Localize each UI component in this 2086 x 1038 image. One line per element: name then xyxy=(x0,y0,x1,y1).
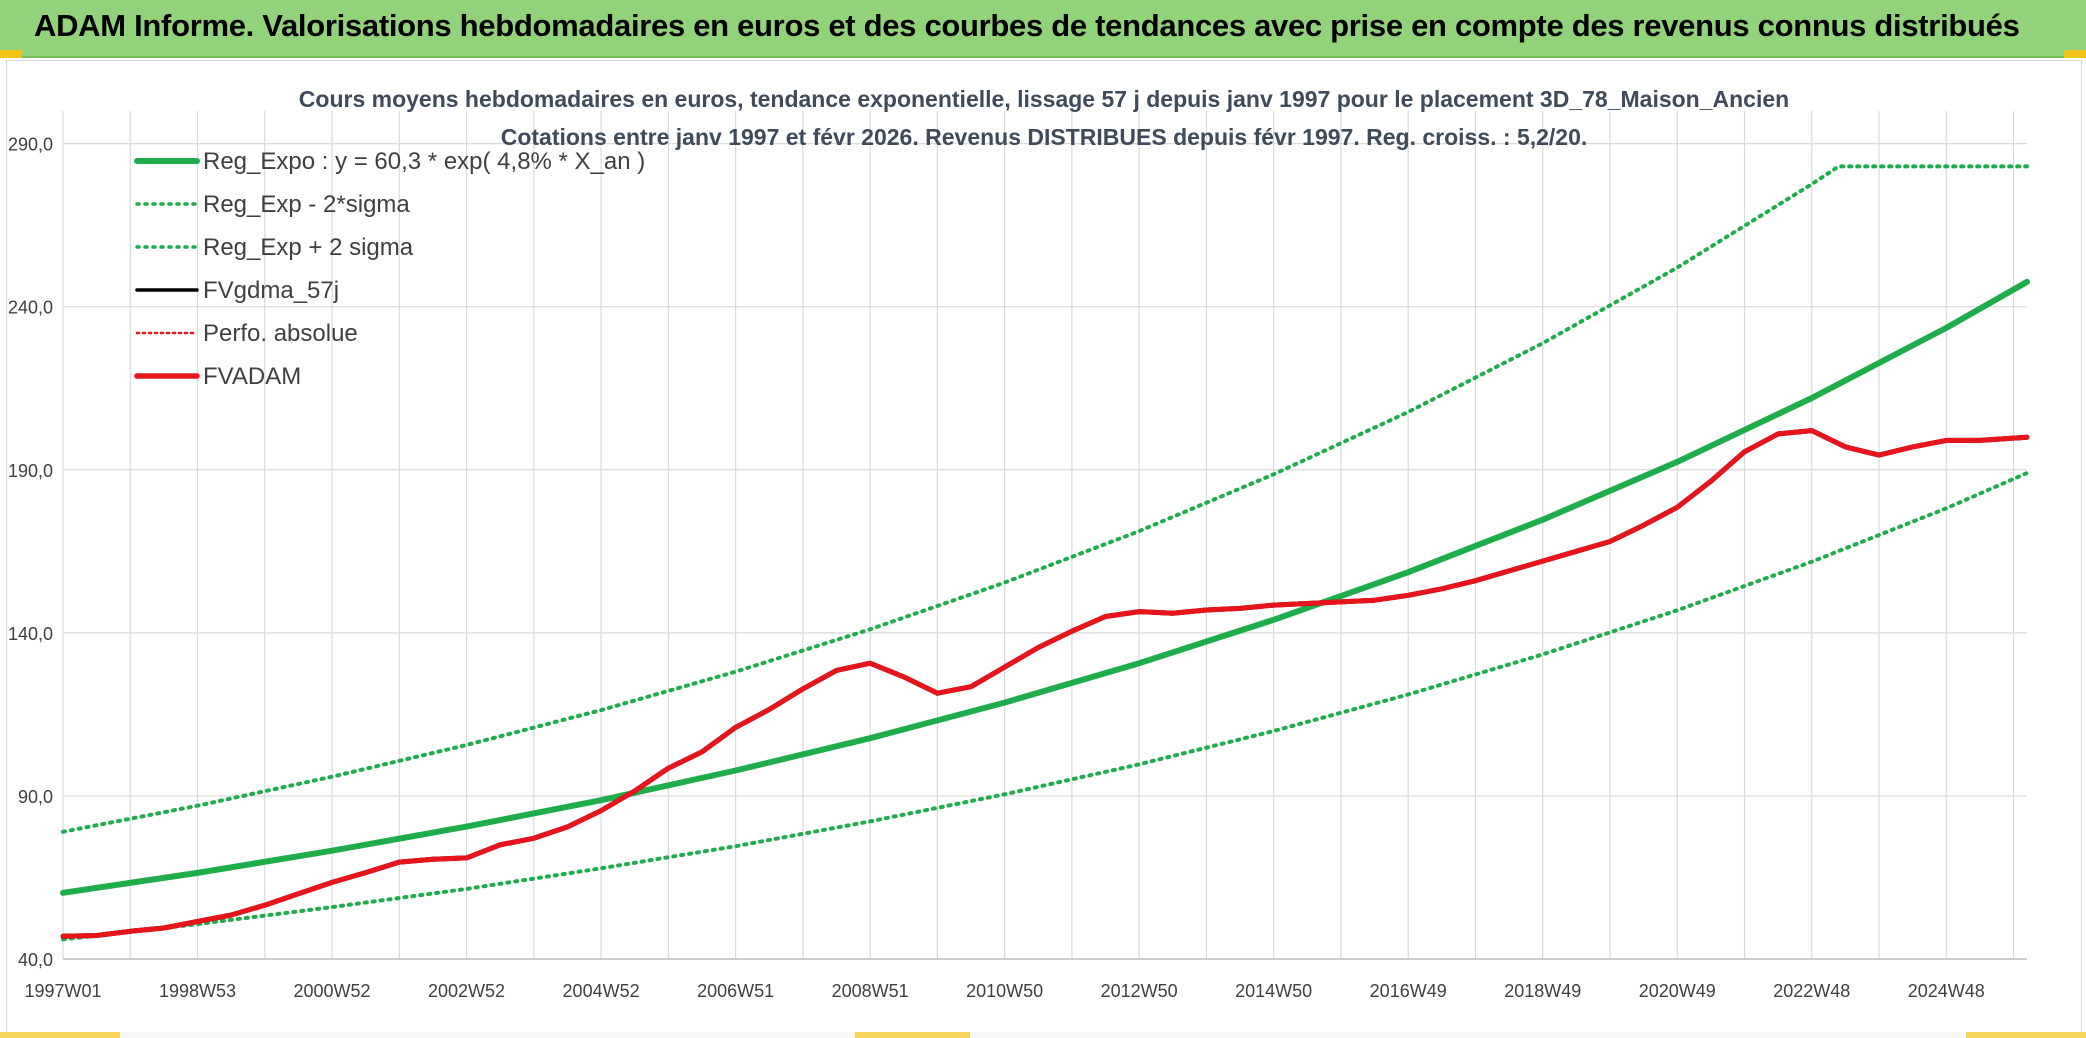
chart-legend: Reg_Expo : y = 60,3 * exp( 4,8% * X_an )… xyxy=(134,148,645,390)
x-tick-label: 2016W49 xyxy=(1370,981,1447,1001)
x-tick-label: 2008W51 xyxy=(832,981,909,1001)
series-line-fvadam xyxy=(60,428,2030,939)
axis-layer: 40,0 90,0 140,0 190,0 240,0 290,0 1997W01 1998W… xyxy=(8,135,2027,1001)
legend-label: Reg_Exp - 2*sigma xyxy=(203,191,410,218)
x-tick-label: 1997W01 xyxy=(24,981,101,1001)
legend-label: FVgdma_57j xyxy=(203,277,339,304)
x-tick-label: 2022W48 xyxy=(1773,981,1850,1001)
chart-title: Cours moyens hebdomadaires en euros, ten… xyxy=(299,86,1789,112)
series-line-reg-plus-2sigma xyxy=(61,164,2029,834)
x-tick-label: 2010W50 xyxy=(966,981,1043,1001)
x-tick-label: 2000W52 xyxy=(294,981,371,1001)
series-line-reg-minus-2sigma xyxy=(61,471,2029,942)
line-chart: 40,0 90,0 140,0 190,0 240,0 290,0 1997W01 1998W… xyxy=(8,86,2030,1001)
legend-label: Reg_Expo : y = 60,3 * exp( 4,8% * X_an ) xyxy=(203,148,645,175)
x-tick-label: 2024W48 xyxy=(1908,981,1985,1001)
grid-layer xyxy=(62,111,2027,960)
header-bar: ADAM Informe. Valorisations hebdomadaire… xyxy=(0,0,2086,58)
corner-accent-left xyxy=(0,50,22,58)
legend-label: Reg_Exp + 2 sigma xyxy=(203,234,414,261)
x-tick-label: 2002W52 xyxy=(428,981,505,1001)
corner-accent-right xyxy=(2064,50,2086,58)
legend-label: Perfo. absolue xyxy=(203,320,358,347)
x-tick-label: 2012W50 xyxy=(1101,981,1178,1001)
y-tick-label: 240,0 xyxy=(8,298,53,318)
y-tick-label: 190,0 xyxy=(8,461,53,481)
x-tick-label: 2004W52 xyxy=(563,981,640,1001)
page-title: ADAM Informe. Valorisations hebdomadaire… xyxy=(34,8,2020,43)
x-tick-label: 2006W51 xyxy=(697,981,774,1001)
bottom-accent-mid xyxy=(855,1032,970,1038)
x-tick-label: 1998W53 xyxy=(159,981,236,1001)
bottom-accent-left xyxy=(0,1032,120,1038)
x-tick-label: 2018W49 xyxy=(1504,981,1581,1001)
series-layer xyxy=(60,164,2030,942)
series-line-reg-expo xyxy=(60,278,2030,896)
y-tick-label: 290,0 xyxy=(8,135,53,155)
series-line-fvgdma-57j xyxy=(60,428,2030,939)
chart-area: 40,0 90,0 140,0 190,0 240,0 290,0 1997W01 1998W… xyxy=(6,60,2082,1034)
y-tick-label: 140,0 xyxy=(8,624,53,644)
x-tick-label: 2020W49 xyxy=(1639,981,1716,1001)
x-tick-label: 2014W50 xyxy=(1235,981,1312,1001)
y-tick-label: 90,0 xyxy=(18,787,53,807)
bottom-accent-right xyxy=(1966,1032,2086,1038)
chart-subtitle: Cotations entre janv 1997 et févr 2026. … xyxy=(501,124,1588,150)
bottom-strip xyxy=(0,1032,2086,1038)
y-tick-label: 40,0 xyxy=(18,950,53,970)
legend-label: FVADAM xyxy=(203,363,301,390)
